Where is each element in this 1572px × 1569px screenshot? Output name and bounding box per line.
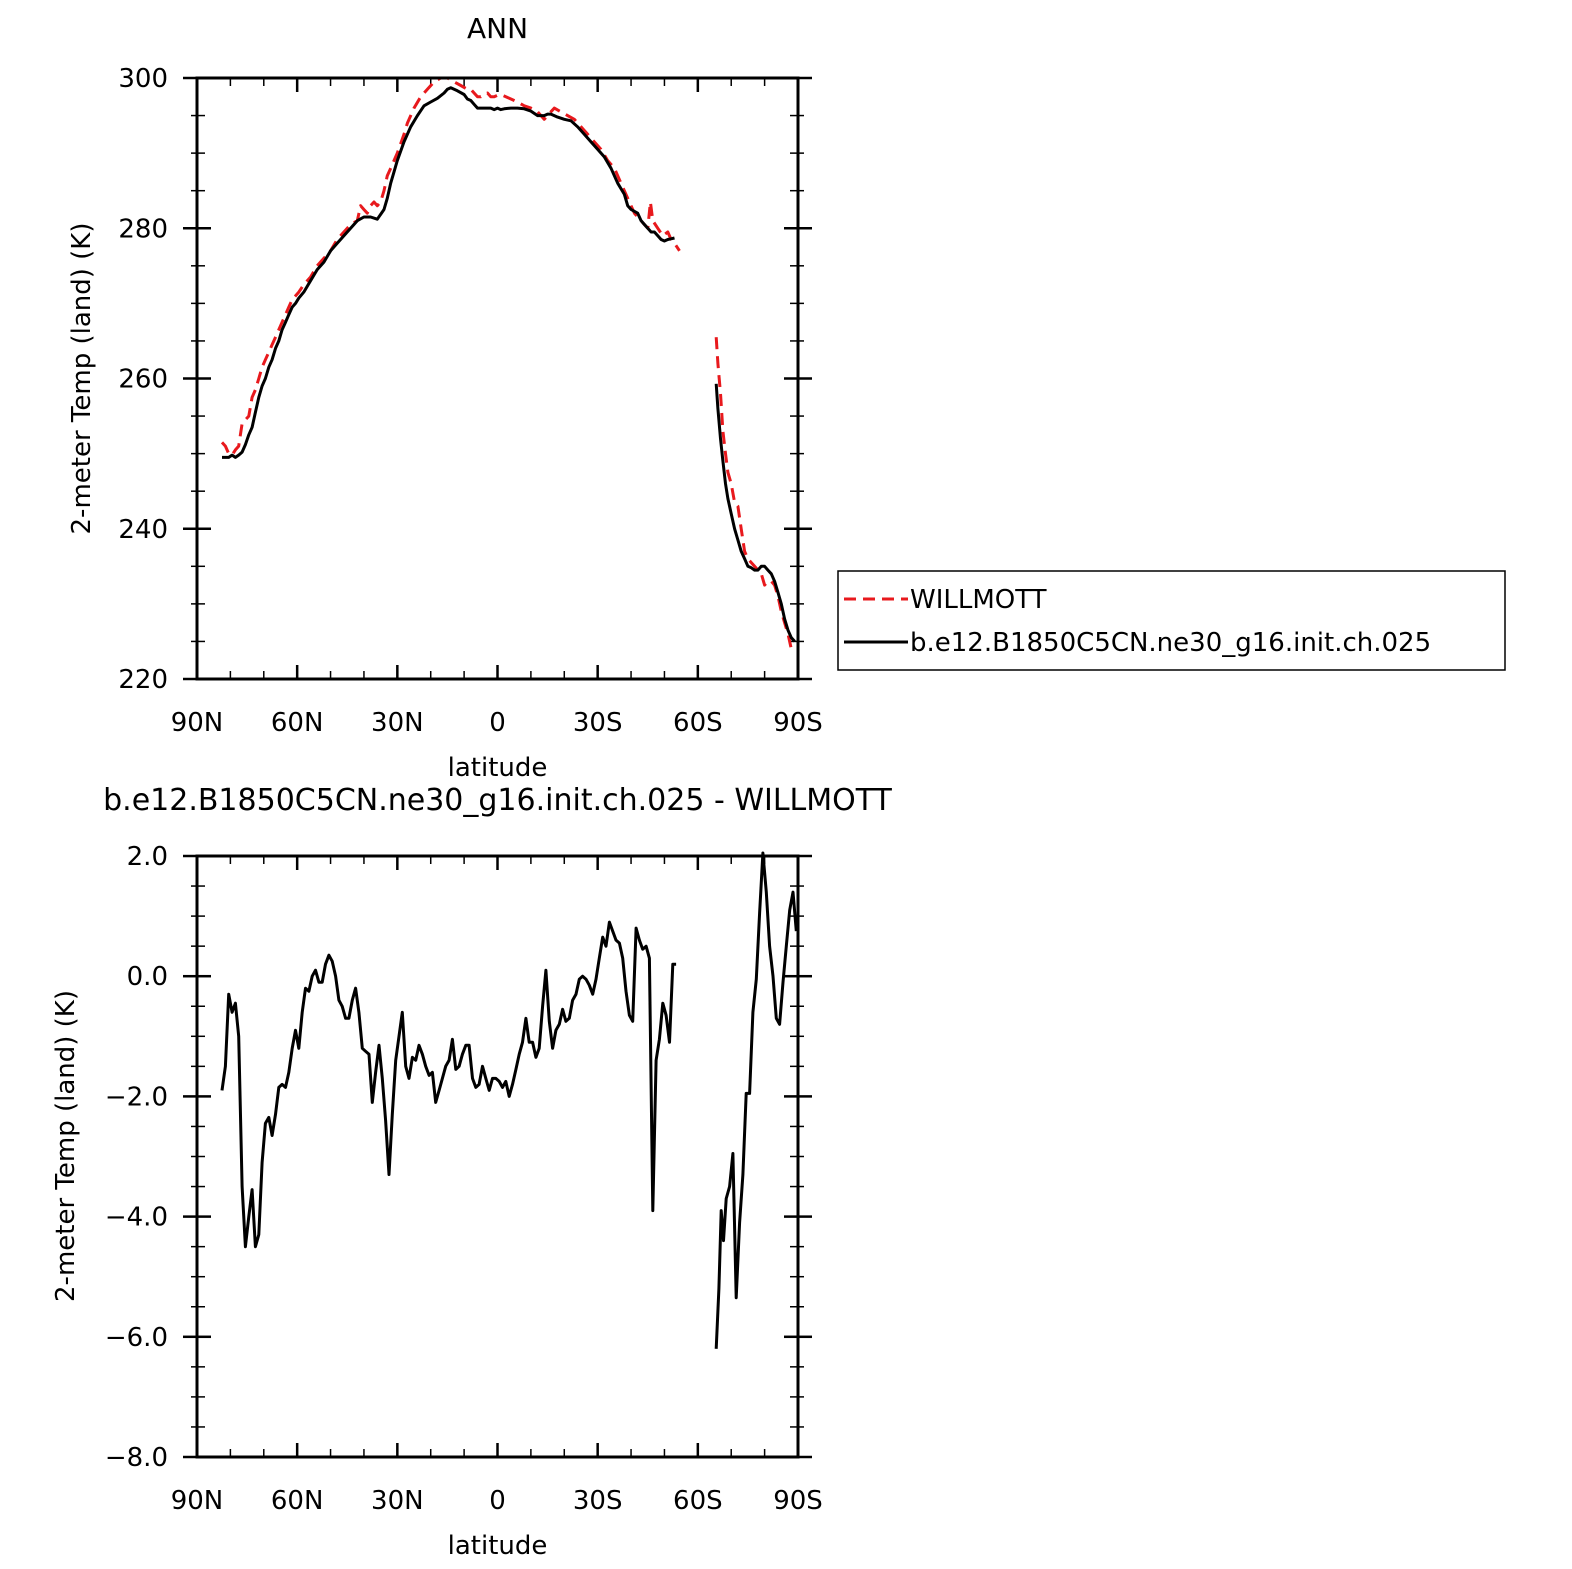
x-tick-label: 60N (271, 1486, 324, 1516)
x-tick-label: 60N (271, 708, 324, 738)
y-tick-label: −2.0 (105, 1082, 168, 1112)
y-tick-label: −8.0 (105, 1443, 168, 1473)
x-tick-label: 90N (171, 708, 224, 738)
legend-label-willmott: WILLMOTT (910, 585, 1047, 615)
x-tick-label: 90S (773, 708, 823, 738)
y-tick-labels: 2.0 0.0 −2.0 −4.0 −6.0 −8.0 (105, 842, 168, 1473)
chart-lines (220, 851, 798, 1349)
x-tick-label: 90S (773, 1486, 823, 1516)
legend: WILLMOTT b.e12.B1850C5CN.ne30_g16.init.c… (837, 570, 1506, 671)
y-tick-label: 240 (118, 515, 168, 545)
y-tick-label: 300 (118, 64, 168, 94)
y-tick-label: 280 (118, 214, 168, 244)
x-tick-label: 30S (573, 1486, 623, 1516)
legend-box (837, 570, 1506, 671)
y-tick-label: 260 (118, 365, 168, 395)
series-line-0-segment-0 (220, 920, 677, 1249)
x-axis-label: latitude (448, 753, 548, 783)
series-line-0-segment-1 (714, 851, 798, 1349)
chart-title: ANN (467, 12, 528, 45)
plot-frame (195, 76, 800, 681)
x-axis-label: latitude (448, 1531, 548, 1561)
y-tick-label: −4.0 (105, 1203, 168, 1233)
y-tick-label: 2.0 (127, 842, 168, 872)
y-tick-labels: 220 240 260 280 300 (118, 64, 168, 695)
x-tick-label: 0 (489, 1486, 506, 1516)
x-tick-label: 60S (673, 708, 723, 738)
y-axis-label: 2-meter Temp (land) (K) (67, 223, 97, 535)
series-line-0-segment-1 (714, 337, 796, 652)
x-tick-label: 0 (489, 708, 506, 738)
series-line-1-segment-0 (222, 86, 675, 459)
y-tick-label: 220 (118, 665, 168, 695)
series-line-0-segment-0 (220, 76, 681, 457)
x-tick-label: 30N (371, 1486, 424, 1516)
x-tick-label: 30N (371, 708, 424, 738)
x-tick-labels: 90N 60N 30N 0 30S 60S 90S (171, 708, 823, 738)
x-tick-label: 90N (171, 1486, 224, 1516)
chart-ticks (183, 854, 812, 1459)
chart-lines (220, 76, 796, 652)
legend-label-model: b.e12.B1850C5CN.ne30_g16.init.ch.025 (910, 628, 1431, 658)
temperature-chart: ANN 90N 60N 30N 0 30S 60S 90S 220240260280300 … (67, 12, 1506, 783)
difference-chart: b.e12.B1850C5CN.ne30_g16.init.ch.025 - W… (51, 783, 893, 1561)
x-tick-label: 60S (673, 1486, 723, 1516)
chart-title: b.e12.B1850C5CN.ne30_g16.init.ch.025 - W… (103, 783, 892, 818)
chart-ticks (183, 76, 812, 681)
y-tick-label: −6.0 (105, 1323, 168, 1353)
y-axis-label: 2-meter Temp (land) (K) (51, 990, 81, 1302)
x-tick-labels: 90N 60N 30N 0 30S 60S 90S (171, 1486, 823, 1516)
plot-frame (195, 854, 800, 1459)
y-tick-label: 0.0 (127, 962, 168, 992)
series-line-1-segment-1 (714, 383, 796, 643)
x-tick-label: 30S (573, 708, 623, 738)
